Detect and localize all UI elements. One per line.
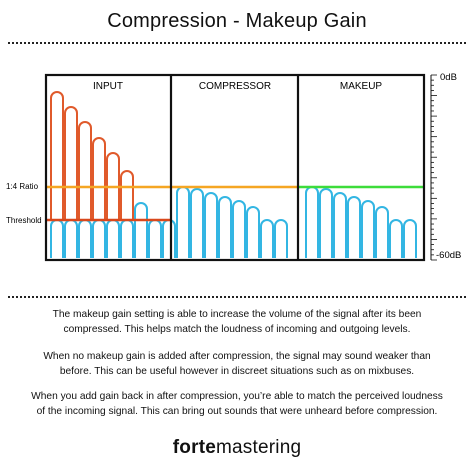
input-wave-peak-4 [92, 137, 106, 220]
input-wave-peak-5 [106, 152, 120, 220]
input-wave-lower-4 [92, 219, 106, 258]
input-wave-lower-1 [50, 219, 64, 258]
makeup-wave-5 [361, 200, 375, 258]
compression-diagram: 0dB -60dB INPUT COMPRESSOR MAKEUP 1:4 Ra… [6, 72, 461, 262]
db-scale-ruler [430, 74, 437, 261]
paragraph-1: The makeup gain setting is able to incre… [52, 309, 422, 335]
page-title: Compression - Makeup Gain [107, 10, 367, 32]
makeup-wave-3 [333, 192, 347, 258]
compressor-wave-5 [232, 200, 246, 258]
input-wave-lower-2 [64, 219, 78, 258]
compressor-wave-2 [190, 188, 204, 258]
makeup-wave-7 [389, 219, 403, 258]
input-wave-lower-5 [106, 219, 120, 258]
paragraph-3: When you add gain back in after compress… [31, 391, 443, 417]
scale-bottom-label: -60dB [436, 250, 461, 261]
input-wave-small-2 [148, 219, 162, 258]
logo-regular: mastering [216, 437, 302, 458]
compressor-wave-8 [274, 219, 288, 258]
input-wave-peak-2 [64, 106, 78, 220]
input-wave-peak-3 [78, 121, 92, 220]
diagram-frame [44, 73, 426, 262]
waveforms [50, 91, 417, 258]
top-divider [8, 42, 466, 44]
input-wave-peak-1 [50, 91, 64, 220]
input-wave-lower-3 [78, 219, 92, 258]
makeup-wave-8 [403, 219, 417, 258]
brand-logo: fortemastering [0, 437, 474, 459]
panel-label-makeup: MAKEUP [340, 81, 383, 92]
ratio-label: 1:4 Ratio [6, 182, 39, 191]
logo-bold: forte [172, 437, 216, 458]
panel-label-input: INPUT [93, 81, 123, 92]
input-wave-lower-6 [120, 219, 134, 258]
makeup-wave-6 [375, 206, 389, 258]
compressor-wave-4 [218, 196, 232, 258]
input-wave-peak-6 [120, 170, 134, 220]
makeup-wave-2 [319, 188, 333, 258]
compressor-wave-3 [204, 192, 218, 258]
paragraph-2: When no makeup gain is added after compr… [43, 351, 431, 377]
compressor-wave-7 [260, 219, 274, 258]
makeup-wave-1 [305, 186, 319, 258]
compressor-wave-6 [246, 206, 260, 258]
bottom-divider [8, 296, 466, 298]
panel-label-compressor: COMPRESSOR [199, 81, 271, 92]
compressor-wave-1 [176, 186, 190, 258]
input-wave-small-1 [134, 202, 148, 258]
threshold-label: Threshold [6, 216, 42, 225]
input-wave-small-3 [162, 219, 176, 258]
scale-top-label: 0dB [440, 72, 457, 83]
makeup-wave-4 [347, 196, 361, 258]
